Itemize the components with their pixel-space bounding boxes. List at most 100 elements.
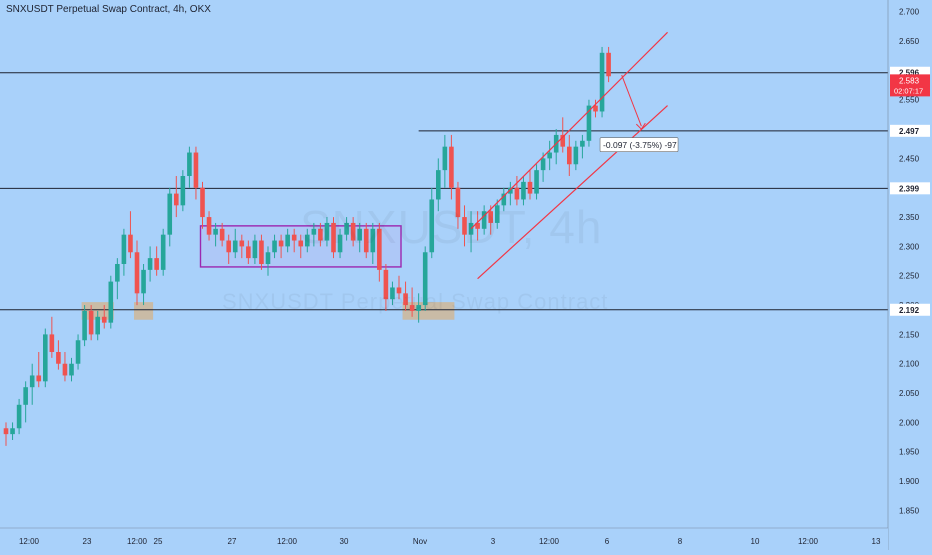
watermark-symbol: SNXUSDT, 4h <box>300 201 603 253</box>
support-zone <box>402 302 455 320</box>
candle <box>475 211 480 241</box>
svg-text:2.497: 2.497 <box>899 127 920 136</box>
candle <box>494 199 500 229</box>
candle <box>396 275 402 300</box>
candle <box>599 46 605 118</box>
candle <box>160 228 166 276</box>
y-tick-label: 1.850 <box>899 506 920 515</box>
candle <box>344 217 349 241</box>
price-level-tag: 2.192 <box>890 303 930 316</box>
candle <box>534 164 539 200</box>
candle <box>285 228 290 253</box>
candle <box>128 211 133 259</box>
candle <box>154 246 159 276</box>
support-zone <box>134 302 154 320</box>
candle <box>436 158 441 212</box>
candle <box>174 176 179 218</box>
candle <box>206 211 212 241</box>
x-tick-label: 12:00 <box>798 537 819 546</box>
candle <box>226 234 231 264</box>
candle <box>560 117 566 153</box>
y-tick-label: 2.350 <box>899 213 920 222</box>
x-tick-label: 30 <box>340 537 349 546</box>
candle <box>422 246 428 311</box>
candle <box>49 316 55 358</box>
candle <box>75 334 81 370</box>
candle <box>272 234 277 259</box>
channel-lower-line[interactable] <box>477 105 668 280</box>
time-axis[interactable] <box>0 528 888 550</box>
chart-title: SNXUSDT Perpetual Swap Contract, 4h, OKX <box>6 4 211 15</box>
candle <box>488 205 493 235</box>
candle <box>331 217 336 259</box>
candle <box>324 217 330 247</box>
candle <box>82 305 87 347</box>
y-tick-label: 2.250 <box>899 272 920 281</box>
x-tick-label: 6 <box>605 537 610 546</box>
candle <box>501 187 507 212</box>
candle <box>121 228 127 276</box>
x-tick-label: 8 <box>678 537 683 546</box>
y-tick-label: 2.000 <box>899 418 920 427</box>
candle <box>193 146 199 200</box>
candle <box>95 310 100 341</box>
candle <box>134 240 140 306</box>
candle <box>246 240 251 264</box>
candle <box>265 246 271 276</box>
candle <box>318 222 323 247</box>
x-tick-label: 27 <box>228 537 237 546</box>
x-tick-label: 12:00 <box>539 537 560 546</box>
candle <box>187 146 192 188</box>
candle <box>16 398 22 435</box>
y-tick-label: 2.050 <box>899 389 920 398</box>
candle <box>547 140 552 171</box>
candle <box>291 228 297 253</box>
measure-arrow <box>621 74 642 127</box>
y-tick-label: 2.300 <box>899 242 920 251</box>
watermark-description: SNXUSDT Perpetual Swap Contract <box>222 289 609 314</box>
y-tick-label: 1.900 <box>899 477 920 486</box>
price-level-tag: 2.399 <box>890 182 930 195</box>
x-tick-label: 25 <box>154 537 163 546</box>
candle <box>606 46 611 83</box>
measure-arrowhead <box>635 122 646 130</box>
candle <box>481 205 487 235</box>
candle <box>23 381 28 423</box>
candle <box>278 234 284 259</box>
y-tick-label: 2.650 <box>899 37 920 46</box>
x-tick-label: 12:00 <box>19 537 40 546</box>
candle <box>363 222 369 259</box>
x-tick-label: 10 <box>751 537 760 546</box>
candle <box>305 228 310 253</box>
x-tick-label: 13 <box>872 537 881 546</box>
svg-text:2.583: 2.583 <box>899 76 920 85</box>
plot-area <box>0 0 888 528</box>
svg-text:2.399: 2.399 <box>899 184 920 193</box>
candle <box>311 222 317 247</box>
y-tick-label: 2.700 <box>899 8 920 17</box>
candle <box>252 234 258 264</box>
candle <box>62 352 68 382</box>
candle <box>259 234 264 270</box>
candle <box>593 99 598 118</box>
candle <box>377 222 382 282</box>
candle <box>390 281 395 306</box>
candle <box>455 181 461 229</box>
candle <box>3 422 9 446</box>
candle <box>298 234 304 259</box>
x-tick-label: 12:00 <box>277 537 298 546</box>
y-tick-label: 2.450 <box>899 154 920 163</box>
candle <box>147 246 153 282</box>
y-tick-label: 2.150 <box>899 330 920 339</box>
candle <box>449 134 454 200</box>
channel-upper-line[interactable] <box>470 31 668 230</box>
svg-text:2.192: 2.192 <box>899 306 920 315</box>
svg-text:2.596: 2.596 <box>899 69 920 78</box>
candle <box>416 293 421 323</box>
candle <box>88 305 94 341</box>
candle <box>350 217 356 247</box>
candle <box>370 222 376 264</box>
candle <box>36 352 42 388</box>
